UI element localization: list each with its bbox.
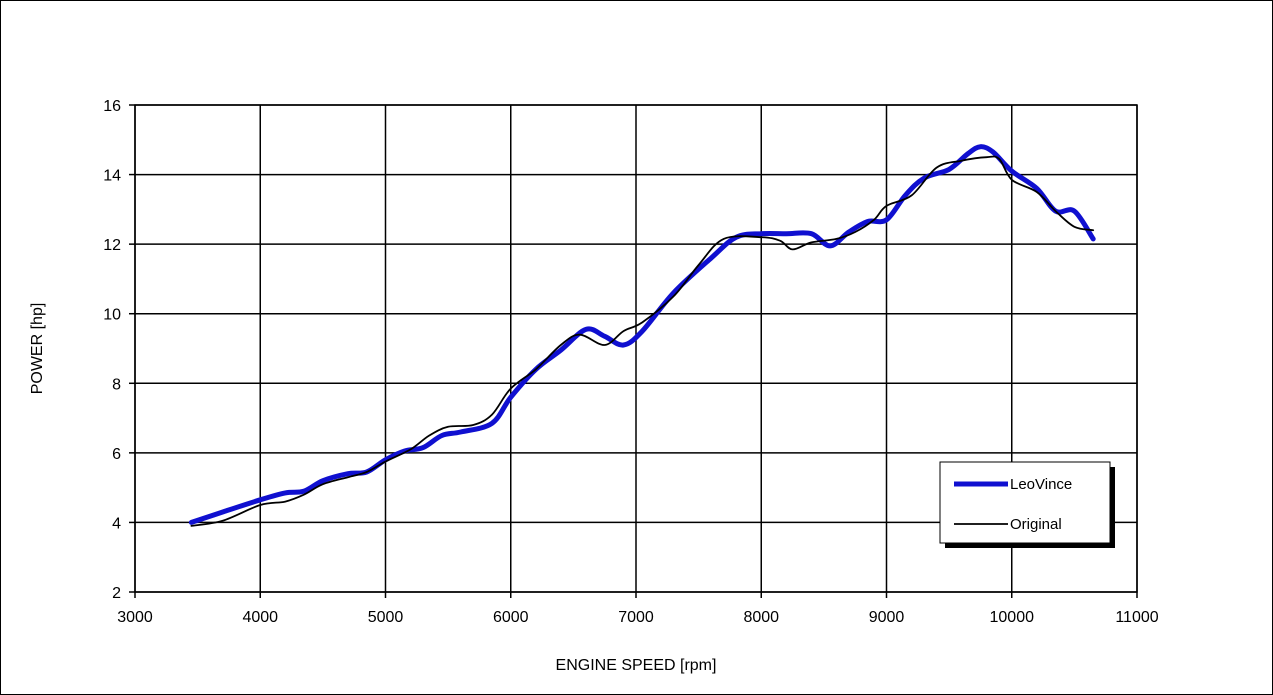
y-tick-label: 14: [103, 168, 121, 185]
x-tick-label: 5000: [368, 609, 404, 626]
series-line-original: [190, 155, 1095, 527]
y-tick-label: 2: [112, 585, 121, 602]
y-axis-title: POWER [hp]: [29, 303, 46, 395]
legend-label-original: Original: [1010, 516, 1062, 533]
x-axis-title: ENGINE SPEED [rpm]: [556, 657, 717, 674]
y-tick-label: 12: [103, 237, 121, 254]
y-tick-label: 10: [103, 307, 121, 324]
x-tick-label: 8000: [743, 609, 779, 626]
x-axis-ticks: 3000 4000 5000 6000 7000 8000 9000 10000 11000: [117, 592, 1159, 626]
x-tick-label: 6000: [493, 609, 529, 626]
x-tick-label: 10000: [990, 609, 1035, 626]
series-lines: [188, 144, 1096, 527]
x-tick-label: 11000: [1115, 609, 1158, 626]
y-tick-label: 16: [103, 98, 121, 115]
y-tick-label: 6: [112, 446, 121, 463]
legend-label-leovince: LeoVince: [1010, 476, 1072, 493]
y-tick-label: 4: [112, 515, 121, 532]
x-tick-label: 3000: [117, 609, 153, 626]
x-tick-label: 4000: [242, 609, 278, 626]
x-tick-label: 7000: [618, 609, 654, 626]
legend-box: [939, 461, 1111, 544]
y-axis-ticks: 2 4 6 8 10 12 14 16: [103, 98, 135, 602]
y-tick-label: 8: [112, 376, 121, 393]
x-tick-label: 9000: [869, 609, 905, 626]
chart-legend: LeoVince Original: [939, 461, 1115, 548]
